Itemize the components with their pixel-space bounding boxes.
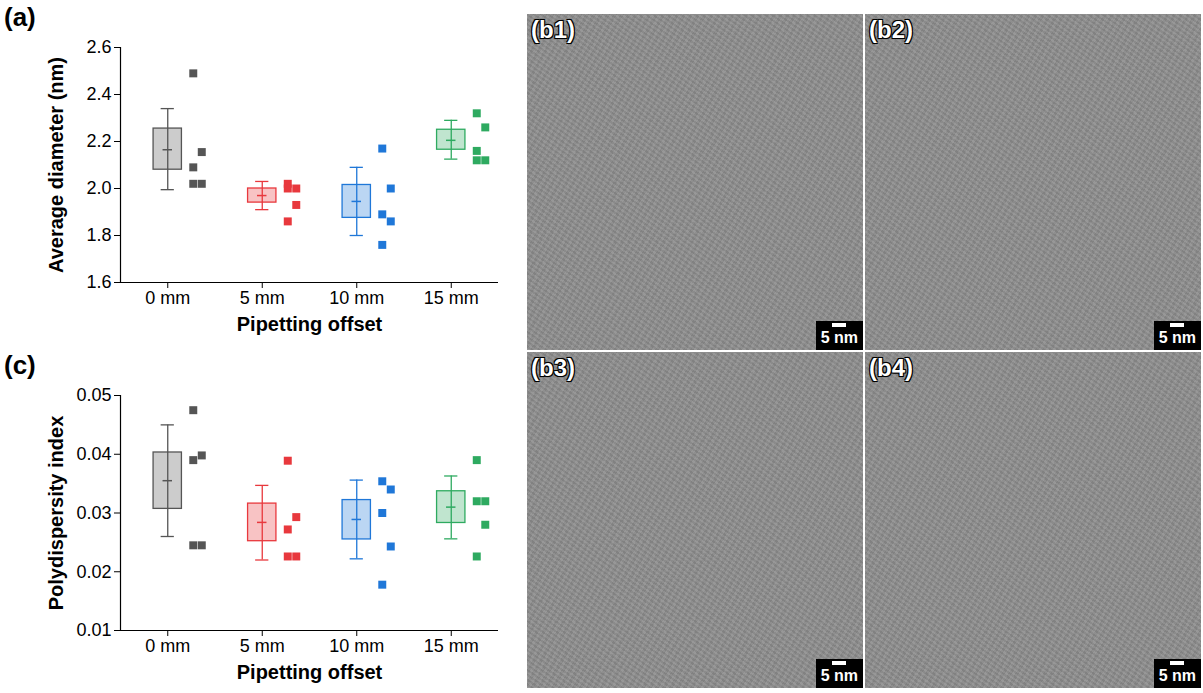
html-text:(c): (c) xyxy=(4,350,36,380)
svg-text:0.03: 0.03 xyxy=(76,503,111,523)
svg-text:0.02: 0.02 xyxy=(76,562,111,582)
html-text:(b2): (b2) xyxy=(869,16,913,43)
html-text:5 nm: 5 nm xyxy=(1158,667,1196,684)
svg-text:15 mm: 15 mm xyxy=(424,636,479,656)
svg-text:Polydispersity index: Polydispersity index xyxy=(45,416,67,611)
svg-text:10 mm: 10 mm xyxy=(329,636,384,656)
svg-text:0.05: 0.05 xyxy=(76,385,111,405)
html-text:(b4): (b4) xyxy=(869,354,913,381)
svg-text:Average diameter (nm): Average diameter (nm) xyxy=(45,57,67,273)
svg-text:5 mm: 5 mm xyxy=(240,288,285,308)
svg-text:0 mm: 0 mm xyxy=(145,288,190,308)
svg-text:0.04: 0.04 xyxy=(76,444,111,464)
html-text:(b1): (b1) xyxy=(531,16,575,43)
svg-text:2.2: 2.2 xyxy=(86,131,111,151)
svg-text:2.0: 2.0 xyxy=(86,178,111,198)
svg-text:Pipetting offset: Pipetting offset xyxy=(237,661,383,683)
html-text:5 nm: 5 nm xyxy=(820,329,858,346)
svg-text:15 mm: 15 mm xyxy=(424,288,479,308)
svg-text:Pipetting offset: Pipetting offset xyxy=(237,313,383,335)
svg-text:5 mm: 5 mm xyxy=(240,636,285,656)
svg-text:0.01: 0.01 xyxy=(76,620,111,640)
svg-text:1.6: 1.6 xyxy=(86,272,111,292)
svg-text:10 mm: 10 mm xyxy=(329,288,384,308)
html-text:5 nm: 5 nm xyxy=(820,667,858,684)
svg-text:1.8: 1.8 xyxy=(86,225,111,245)
svg-text:2.4: 2.4 xyxy=(86,84,111,104)
html-text:5 nm: 5 nm xyxy=(1158,329,1196,346)
html-text:(b3): (b3) xyxy=(531,354,575,381)
html-text:(a): (a) xyxy=(4,2,36,32)
svg-text:0 mm: 0 mm xyxy=(145,636,190,656)
svg-text:2.6: 2.6 xyxy=(86,37,111,57)
